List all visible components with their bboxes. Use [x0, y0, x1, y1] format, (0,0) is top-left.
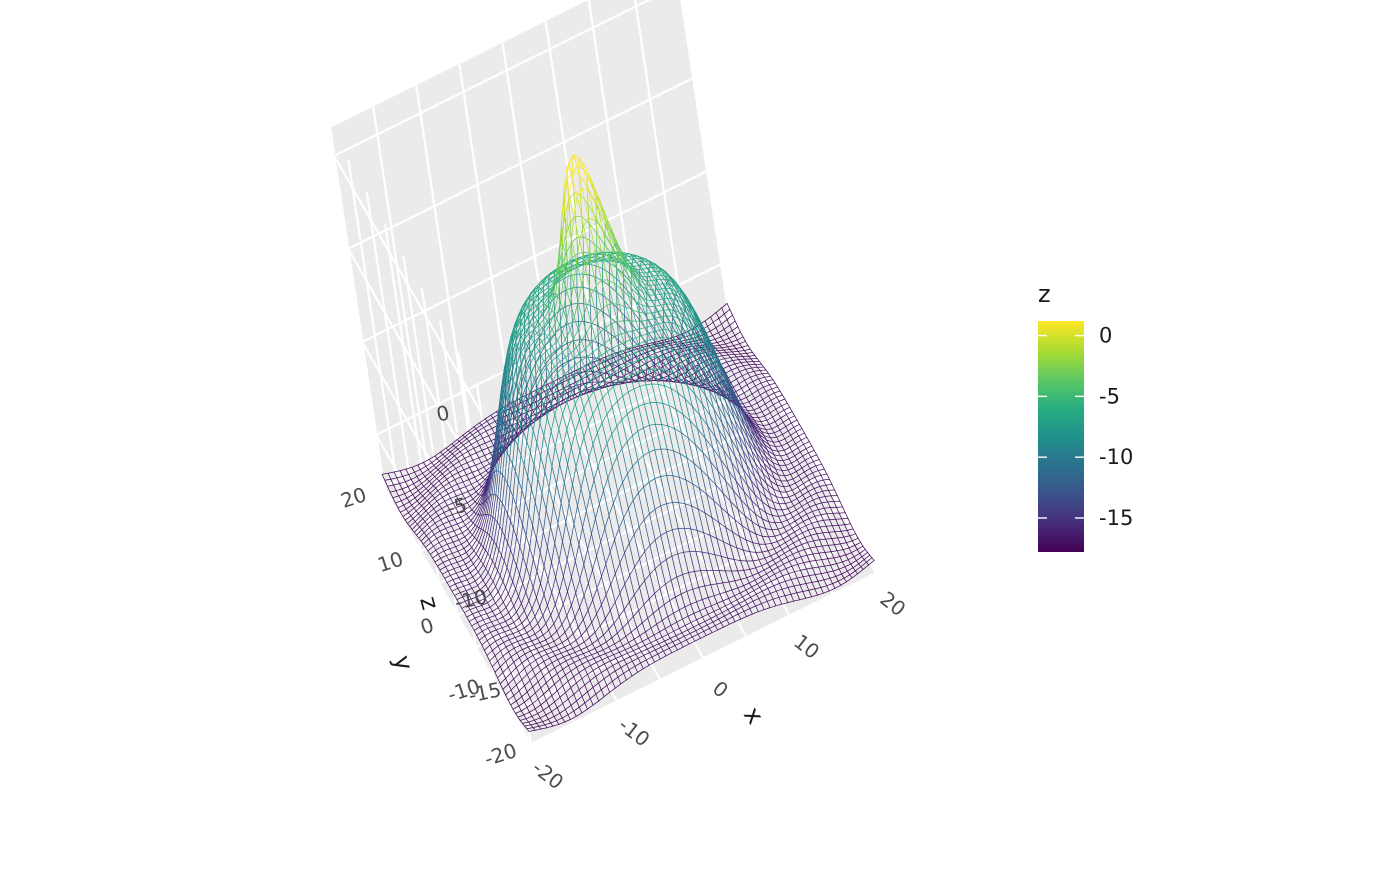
- surface-segment: [630, 382, 636, 383]
- surface-segment: [757, 359, 759, 362]
- surface-segment: [764, 367, 766, 370]
- surface-segment: [665, 288, 671, 289]
- surface-segment: [762, 373, 768, 374]
- surface-segment: [733, 315, 736, 321]
- surface-segment: [572, 243, 573, 258]
- surface-segment: [766, 370, 768, 373]
- surface-segment: [771, 376, 773, 379]
- surface-segment: [739, 359, 745, 360]
- surface-segment: [779, 399, 785, 401]
- surface-segment: [583, 237, 584, 252]
- surface-segment: [769, 383, 775, 384]
- surface-segment: [759, 361, 761, 364]
- surface-segment: [773, 380, 775, 384]
- surface-segment: [577, 237, 583, 238]
- surface-segment: [671, 354, 672, 363]
- surface-segment: [775, 383, 777, 387]
- surface-segment: [726, 352, 732, 353]
- surface-segment: [718, 350, 724, 351]
- axis-panes: [330, 0, 876, 744]
- surface-segment: [569, 389, 570, 397]
- surface-segment: [752, 417, 758, 418]
- surface-segment: [580, 357, 581, 372]
- surface-segment: [762, 364, 764, 367]
- surface-segment: [774, 391, 780, 393]
- surface-segment: [780, 391, 782, 395]
- surface-segment: [576, 216, 582, 217]
- surface-segment: [778, 387, 780, 391]
- surface-segment: [632, 310, 633, 325]
- surface-segment: [765, 376, 771, 377]
- surface-segment: [605, 373, 606, 382]
- surface-segment: [772, 387, 778, 389]
- surface-segment: [557, 369, 558, 384]
- surface-segment: [782, 395, 784, 399]
- surface-segment: [768, 373, 770, 376]
- surface-segment: [728, 354, 734, 355]
- surface-segment: [730, 309, 733, 315]
- surface-segment: [785, 399, 788, 403]
- surface-segment: [777, 395, 783, 397]
- surface-segment: [753, 352, 755, 355]
- surface-segment: [767, 380, 773, 381]
- surface-segment: [755, 356, 757, 359]
- surface-segment: [732, 351, 738, 352]
- surface-segment: [604, 245, 605, 254]
